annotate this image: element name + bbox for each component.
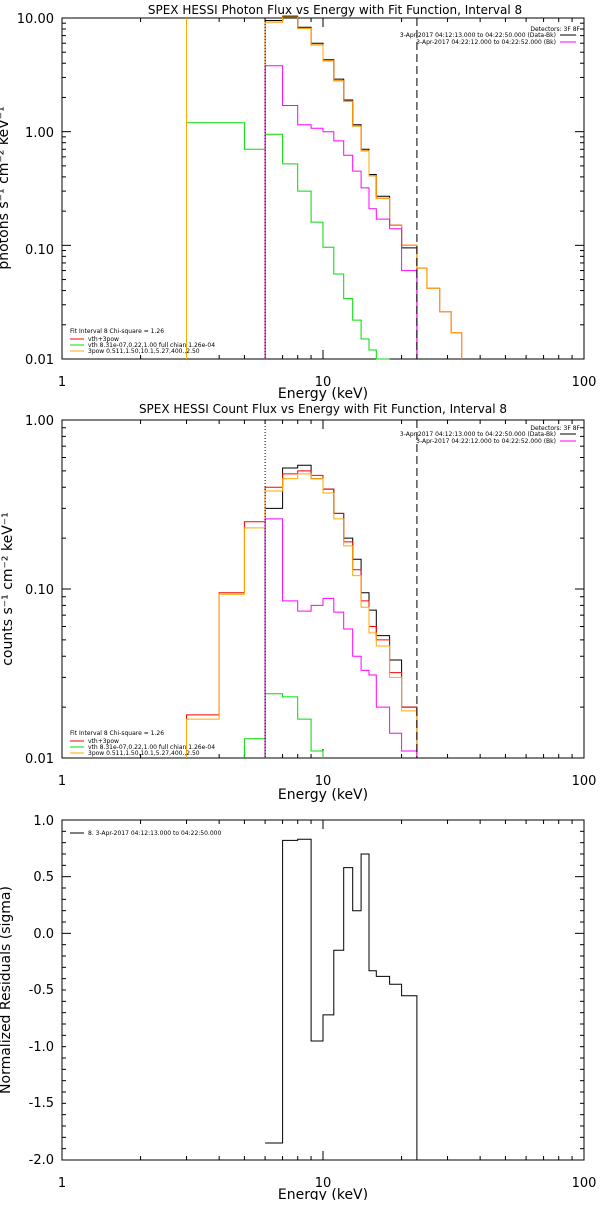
- panel-title: SPEX HESSI Photon Flux vs Energy with Fi…: [148, 3, 522, 17]
- series-lines: [186, 15, 463, 360]
- y-tick-label: 0.10: [25, 583, 54, 598]
- y-axis-label: counts s⁻¹ cm⁻² keV⁻¹: [0, 512, 16, 666]
- y-tick-label: -0.5: [29, 983, 54, 998]
- y-tick-label: -2.0: [29, 1153, 54, 1168]
- count-flux-panel: SPEX HESSI Count Flux vs Energy with Fit…: [0, 402, 596, 803]
- photon-flux-panel: SPEX HESSI Photon Flux vs Energy with Fi…: [0, 3, 596, 402]
- axes: [61, 420, 584, 759]
- series-lines: [186, 420, 418, 758]
- legend-entry: 8. 3-Apr-2017 04:12:13.000 to 04:22:50.0…: [88, 830, 221, 837]
- legend-bk: 3-Apr-2017 04:22:12.000 to 04:22:52.000 …: [416, 438, 556, 445]
- x-axis-label: Energy (keV): [278, 386, 368, 402]
- legend-entry: vth 8.31e-07,0.22,1.00 full chian 1.26e-…: [88, 342, 215, 349]
- y-tick-label: 0.10: [25, 243, 54, 258]
- y-axis-label: photons s⁻¹ cm⁻² keV⁻¹: [0, 106, 12, 269]
- plot-frame: [61, 819, 585, 1161]
- y-tick-label: 0.01: [25, 353, 54, 368]
- x-tick-label: 100: [572, 375, 597, 390]
- series-line: [186, 470, 418, 758]
- x-tick-label: 10: [315, 1176, 332, 1191]
- legend-bk: 3-Apr-2017 04:22:12.000 to 04:22:52.000 …: [416, 39, 556, 46]
- y-tick-label: 1.0: [33, 814, 54, 829]
- x-axis-label: Energy (keV): [278, 787, 368, 803]
- x-axis-label: Energy (keV): [278, 1187, 368, 1200]
- legend-data-bk: 3-Apr-2017 04:12:13.000 to 04:22:50.000 …: [400, 32, 556, 39]
- series-line: [186, 473, 418, 758]
- legend-data-bk: 3-Apr-2017 04:12:13.000 to 04:22:50.000 …: [400, 431, 556, 438]
- series-line: [186, 122, 390, 360]
- x-tick-label: 10: [315, 375, 332, 390]
- y-tick-label: -1.0: [29, 1040, 54, 1055]
- legend-fit-header: Fit Interval 8 Chi-square = 1.26: [70, 328, 164, 335]
- x-tick-label: 10: [315, 774, 332, 789]
- series-line: [264, 65, 418, 359]
- legend-detectors: Detectors: 3F 8F: [530, 26, 580, 33]
- y-tick-label: 0.0: [33, 927, 54, 942]
- legend-entry: vth+3pow: [88, 738, 119, 745]
- legend-fit-header: Fit Interval 8 Chi-square = 1.26: [70, 730, 164, 737]
- y-tick-label: 1.00: [25, 414, 54, 429]
- legend-entry: vth 8.31e-07,0.22,1.00 full chian 1.26e-…: [88, 744, 215, 751]
- legend-detectors: Detectors: 3F 8F: [530, 425, 580, 432]
- x-tick-label: 1: [58, 375, 66, 390]
- y-axis-label: Normalized Residuals (sigma): [0, 886, 14, 1094]
- y-tick-label: 0.01: [25, 752, 54, 767]
- y-tick-label: 0.5: [33, 870, 54, 885]
- axes: [61, 18, 584, 360]
- x-tick-label: 1: [58, 774, 66, 789]
- plot-frame: [61, 17, 585, 360]
- panel-title: SPEX HESSI Count Flux vs Energy with Fit…: [139, 402, 507, 416]
- x-tick-label: 100: [572, 774, 597, 789]
- series-line: [264, 518, 418, 758]
- series-line: [264, 15, 418, 359]
- residuals-panel: 1 10 100 -2.0 -1.5 -1.0 -0.5 0.0 0.5 1.0…: [0, 814, 597, 1203]
- axes: [61, 819, 584, 1161]
- y-tick-label: 1.00: [25, 126, 54, 141]
- legend-entry: vth+3pow: [88, 336, 119, 343]
- series-lines: [265, 838, 418, 1160]
- x-tick-label: 1: [58, 1176, 66, 1191]
- series-line: [264, 16, 463, 359]
- y-tick-label: 10.00: [17, 12, 54, 27]
- plot-frame: [61, 419, 585, 759]
- y-tick-label: -1.5: [29, 1096, 54, 1111]
- legend-entry: 3pow 0.511,1.50,10.1,5.27,400.,2.50: [88, 750, 200, 757]
- series-line: [265, 838, 418, 1160]
- series-line: [243, 693, 324, 758]
- legend-entry: 3pow 0.511,1.50,10.1,5.27,400.,2.50: [88, 348, 200, 355]
- x-tick-label: 100: [572, 1176, 597, 1191]
